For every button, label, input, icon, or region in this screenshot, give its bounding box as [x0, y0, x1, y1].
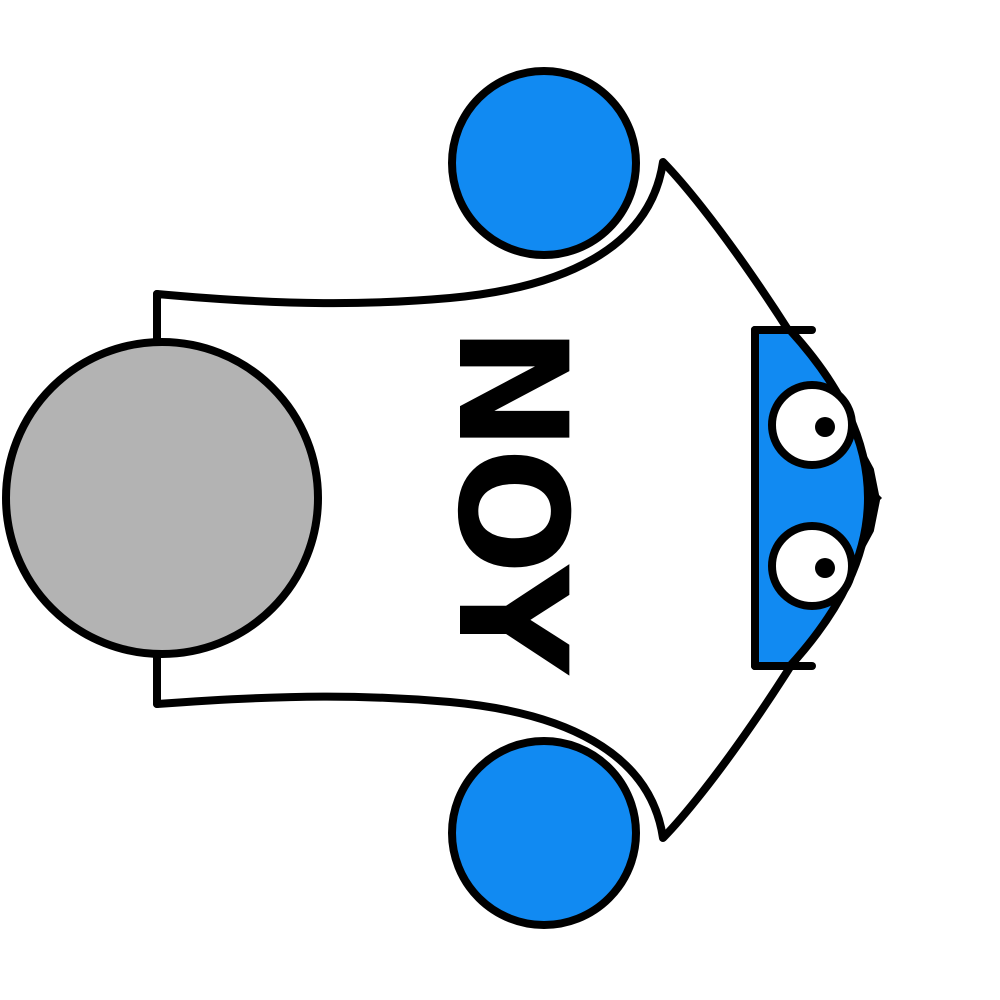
right-hand [448, 737, 640, 929]
toe-tip [866, 482, 882, 514]
head [2, 338, 322, 658]
pupil-top [815, 417, 835, 437]
left-hand [448, 67, 640, 259]
shoe [751, 326, 872, 670]
shirt-text-group: NOY [424, 326, 598, 677]
eye-bottom [768, 522, 856, 610]
feet [751, 326, 882, 670]
character-body [153, 158, 880, 842]
pupil-bottom [815, 558, 835, 578]
eye-top [768, 381, 856, 469]
shirt-text: NOY [424, 326, 598, 677]
